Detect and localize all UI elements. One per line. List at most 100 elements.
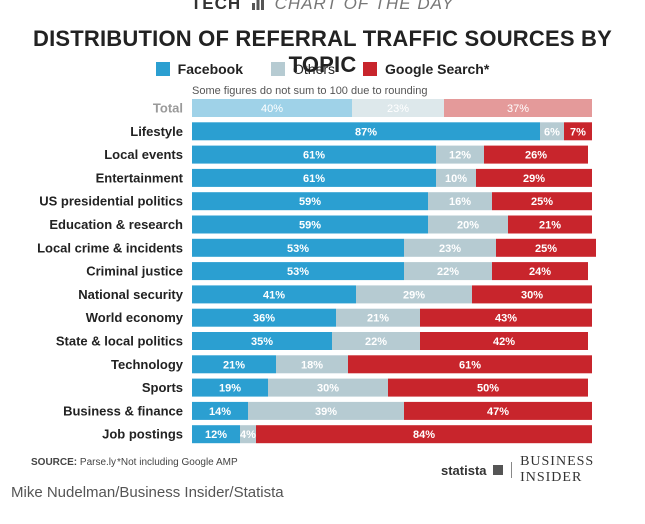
category-label-us-presidential-politics: US presidential politics xyxy=(39,194,183,209)
bar-google-search-world-economy xyxy=(420,308,592,327)
chart-header: TECH CHART OF THE DAY xyxy=(0,0,645,14)
data-label-facebook-total: 40% xyxy=(261,103,283,115)
data-label-others-business-finance: 39% xyxy=(315,406,337,418)
header-subtitle: CHART OF THE DAY xyxy=(274,0,455,13)
data-label-others-entertainment: 10% xyxy=(445,173,467,185)
brand-block: statista BUSINESS INSIDER xyxy=(441,454,645,486)
data-label-google-search-state-local-politics: 42% xyxy=(493,336,515,348)
chart-title: DISTRIBUTION OF REFERRAL TRAFFIC SOURCES… xyxy=(33,26,612,77)
data-label-facebook-criminal-justice: 53% xyxy=(287,266,309,278)
data-label-facebook-entertainment: 61% xyxy=(303,173,325,185)
bar-others-national-security xyxy=(356,285,472,304)
bar-others-technology xyxy=(276,355,348,374)
chart-note: Some figures do not sum to 100 due to ro… xyxy=(192,85,428,97)
category-label-national-security: National security xyxy=(78,287,184,302)
data-label-others-criminal-justice: 22% xyxy=(437,266,459,278)
bar-facebook-business-finance xyxy=(192,401,248,420)
data-label-others-state-local-politics: 22% xyxy=(365,336,387,348)
bar-others-local-crime-incidents xyxy=(404,238,496,257)
data-label-others-local-crime-incidents: 23% xyxy=(439,243,461,255)
category-label-business-finance: Business & finance xyxy=(63,403,183,418)
data-label-others-education-research: 20% xyxy=(457,220,479,232)
statista-flag-icon xyxy=(492,465,504,475)
bar-others-business-finance xyxy=(248,401,404,420)
category-label-entertainment: Entertainment xyxy=(96,170,184,185)
data-label-google-search-business-finance: 47% xyxy=(487,406,509,418)
data-label-facebook-technology: 21% xyxy=(223,359,245,371)
bar-facebook-us-presidential-politics xyxy=(192,192,428,211)
data-label-google-search-local-crime-incidents: 25% xyxy=(535,243,557,255)
footnote: *Not including Google AMP xyxy=(117,457,238,468)
bar-facebook-state-local-politics xyxy=(192,332,332,350)
data-label-facebook-national-security: 41% xyxy=(263,289,285,301)
data-label-others-world-economy: 21% xyxy=(367,313,389,325)
category-label-job-postings: Job postings xyxy=(102,427,183,442)
bar-facebook-education-research xyxy=(192,215,428,234)
bar-facebook-sports xyxy=(192,378,268,397)
data-label-facebook-business-finance: 14% xyxy=(209,406,231,418)
data-label-facebook-sports: 19% xyxy=(219,383,241,395)
bar-facebook-world-economy xyxy=(192,308,336,327)
source-label: SOURCE: xyxy=(31,457,78,468)
bar-google-search-state-local-politics xyxy=(420,332,588,350)
data-label-others-total: 23% xyxy=(387,103,409,115)
category-label-technology: Technology xyxy=(111,357,184,372)
legend-label-google: Google Search* xyxy=(385,61,490,77)
data-label-google-search-entertainment: 29% xyxy=(523,173,545,185)
data-label-facebook-world-economy: 36% xyxy=(253,313,275,325)
bar-facebook-lifestyle xyxy=(192,122,540,141)
bar-others-lifestyle xyxy=(540,122,564,141)
data-label-others-lifestyle: 6% xyxy=(544,126,560,138)
legend-item-google: Google Search* xyxy=(363,61,489,77)
bar-google-search-technology xyxy=(348,355,592,374)
data-label-google-search-local-events: 26% xyxy=(525,150,547,162)
data-label-google-search-lifestyle: 7% xyxy=(570,126,586,138)
chart-legend: Facebook Others Google Search* xyxy=(0,61,645,77)
category-label-education-research: Education & research xyxy=(49,217,183,232)
bar-others-education-research xyxy=(428,215,508,234)
bar-google-search-entertainment xyxy=(476,168,592,187)
data-label-facebook-state-local-politics: 35% xyxy=(251,336,273,348)
bar-google-search-sports xyxy=(388,378,588,397)
source-note: SOURCE: Parse.ly xyxy=(31,457,116,468)
bar-google-search-national-security xyxy=(472,285,592,304)
data-label-google-search-job-postings: 84% xyxy=(413,429,435,441)
data-label-facebook-us-presidential-politics: 59% xyxy=(299,196,321,208)
data-label-others-technology: 18% xyxy=(301,359,323,371)
category-label-local-events: Local events xyxy=(104,147,183,162)
bar-facebook-national-security xyxy=(192,285,356,304)
bar-google-search-local-events xyxy=(484,145,588,164)
data-label-google-search-world-economy: 43% xyxy=(495,313,517,325)
data-label-others-national-security: 29% xyxy=(403,289,425,301)
bar-others-job-postings xyxy=(240,425,256,444)
bar-google-search-education-research xyxy=(508,215,592,234)
data-label-google-search-criminal-justice: 24% xyxy=(529,266,551,278)
category-label-local-crime-incidents: Local crime & incidents xyxy=(37,240,183,255)
legend-swatch-google xyxy=(363,62,378,76)
data-label-google-search-total: 37% xyxy=(507,103,529,115)
data-label-facebook-education-research: 59% xyxy=(299,220,321,232)
bar-facebook-technology xyxy=(192,355,276,374)
data-label-google-search-technology: 61% xyxy=(459,359,481,371)
bar-others-us-presidential-politics xyxy=(428,192,492,211)
data-label-others-us-presidential-politics: 16% xyxy=(449,196,471,208)
legend-label-others: Others xyxy=(293,61,336,77)
data-label-google-search-sports: 50% xyxy=(477,383,499,395)
chart-logo-icon xyxy=(251,0,264,10)
data-label-others-job-postings: 4% xyxy=(240,429,256,441)
bar-google-search-local-crime-incidents xyxy=(496,238,596,257)
image-credit: Mike Nudelman/Business Insider/Statista xyxy=(11,484,284,501)
legend-item-facebook: Facebook xyxy=(155,61,243,77)
bar-google-search-total xyxy=(444,99,592,117)
bar-others-local-events xyxy=(436,145,484,164)
source-value: Parse.ly xyxy=(79,457,117,468)
category-label-lifestyle: Lifestyle xyxy=(130,124,183,139)
bar-facebook-criminal-justice xyxy=(192,262,404,281)
bar-google-search-criminal-justice xyxy=(492,262,588,281)
data-label-facebook-local-events: 61% xyxy=(303,150,325,162)
category-label-world-economy: World economy xyxy=(86,310,184,325)
bar-facebook-local-crime-incidents xyxy=(192,238,404,257)
bar-facebook-job-postings xyxy=(192,425,240,444)
bar-others-criminal-justice xyxy=(404,262,492,281)
